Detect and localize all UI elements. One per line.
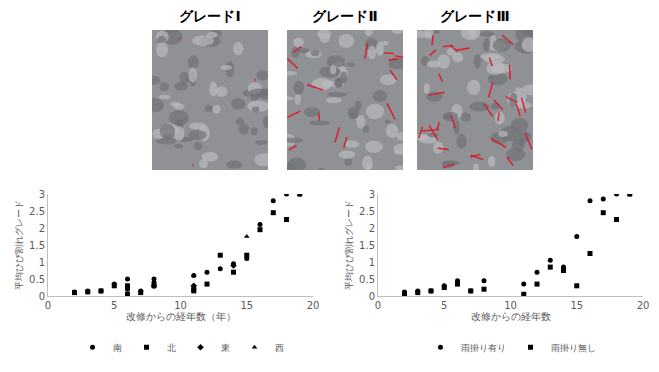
svg-text:20: 20: [307, 300, 320, 311]
svg-text:改修からの経年数: 改修からの経年数: [471, 311, 551, 322]
svg-text:雨掛り有り: 雨掛り有り: [461, 343, 506, 353]
svg-text:1.5: 1.5: [359, 240, 375, 251]
svg-text:西: 西: [275, 343, 284, 353]
svg-text:15: 15: [570, 300, 583, 311]
svg-text:東: 東: [221, 343, 230, 353]
svg-text:0: 0: [39, 291, 45, 302]
svg-text:2: 2: [369, 223, 375, 234]
svg-text:南: 南: [113, 343, 122, 353]
svg-text:20: 20: [637, 300, 650, 311]
svg-text:10: 10: [174, 300, 187, 311]
svg-text:1.5: 1.5: [29, 240, 45, 251]
svg-text:3: 3: [369, 189, 375, 200]
svg-text:雨掛り無し: 雨掛り無し: [551, 343, 596, 353]
svg-text:10: 10: [504, 300, 517, 311]
svg-text:2.5: 2.5: [29, 206, 45, 217]
svg-text:0: 0: [375, 300, 381, 311]
svg-text:5: 5: [441, 300, 447, 311]
svg-text:15: 15: [240, 300, 253, 311]
html-text:グレードⅡ: グレードⅡ: [312, 8, 378, 24]
svg-text:2: 2: [39, 223, 45, 234]
svg-text:0.5: 0.5: [359, 274, 375, 285]
svg-text:5: 5: [111, 300, 117, 311]
svg-text:0: 0: [369, 291, 375, 302]
svg-text:3: 3: [39, 189, 45, 200]
svg-text:0: 0: [45, 300, 51, 311]
svg-text:1: 1: [369, 257, 375, 268]
svg-text:平均ひび割れグレード: 平均ひび割れグレード: [344, 200, 354, 290]
svg-text:改修からの経年数（年）: 改修からの経年数（年）: [126, 311, 236, 322]
svg-text:北: 北: [167, 343, 176, 353]
html-text:グレードⅢ: グレードⅢ: [440, 8, 510, 24]
svg-text:1: 1: [39, 257, 45, 268]
svg-text:0.5: 0.5: [29, 274, 45, 285]
svg-text:2.5: 2.5: [359, 206, 375, 217]
svg-text:平均ひび割れグレード: 平均ひび割れグレード: [14, 200, 24, 290]
html-text:グレードⅠ: グレードⅠ: [179, 8, 241, 24]
